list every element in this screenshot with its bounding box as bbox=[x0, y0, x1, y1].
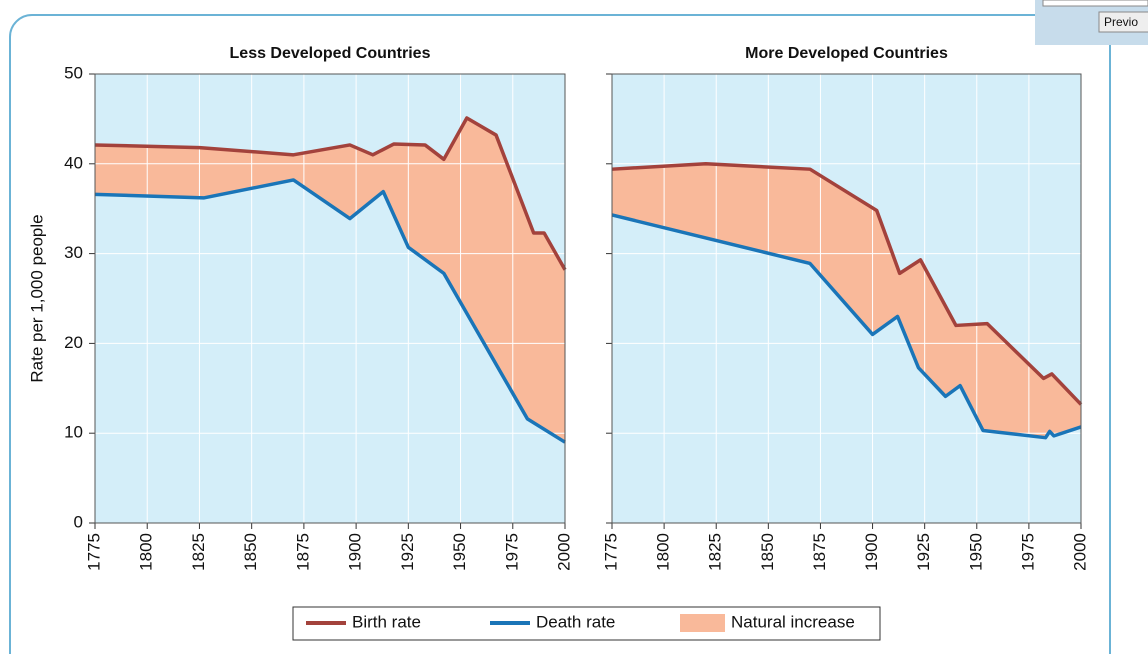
x-tick-label: 1975 bbox=[502, 533, 521, 571]
x-tick-label: 1875 bbox=[810, 533, 829, 571]
button-label: Previo bbox=[1104, 15, 1138, 29]
x-tick-label: 1900 bbox=[346, 533, 365, 571]
x-tick-label: 1800 bbox=[137, 533, 156, 571]
plot-border bbox=[94, 73, 566, 524]
natural-increase-area bbox=[95, 118, 565, 443]
legend bbox=[292, 606, 881, 641]
x-tick-label: 2000 bbox=[1070, 533, 1089, 571]
y-tick-label: 10 bbox=[64, 423, 83, 442]
series-line bbox=[94, 116, 567, 271]
x-tick-label: 1775 bbox=[84, 533, 103, 571]
previous-button[interactable] bbox=[1098, 11, 1148, 33]
x-tick-label: 1975 bbox=[1018, 533, 1037, 571]
x-tick-label: 1900 bbox=[862, 533, 881, 571]
legend-label: Birth rate bbox=[352, 612, 421, 631]
y-tick-label: 30 bbox=[64, 243, 83, 262]
x-tick-label: 1925 bbox=[398, 533, 417, 571]
x-tick-label: 1800 bbox=[654, 533, 673, 571]
legend-label: Death rate bbox=[536, 612, 615, 631]
input[interactable] bbox=[1042, 0, 1148, 7]
y-axis-label: Rate per 1,000 people bbox=[27, 214, 46, 382]
y-tick-label: 0 bbox=[74, 512, 83, 531]
x-tick-label: 1850 bbox=[241, 533, 260, 571]
y-tick-label: 50 bbox=[64, 63, 83, 82]
x-tick-label: 1925 bbox=[914, 533, 933, 571]
chart-title: More Developed Countries bbox=[745, 45, 948, 62]
x-tick-label: 1850 bbox=[758, 533, 777, 571]
series-line bbox=[94, 178, 566, 444]
x-tick-label: 1825 bbox=[189, 533, 208, 571]
chart-title: Less Developed Countries bbox=[230, 45, 431, 62]
natural-increase-area bbox=[612, 163, 1081, 438]
legend-label: Natural increase bbox=[731, 612, 855, 631]
x-tick-label: 1775 bbox=[601, 533, 620, 571]
series-line bbox=[611, 162, 1083, 406]
y-tick-label: 40 bbox=[64, 153, 83, 172]
legend-swatch bbox=[680, 614, 725, 632]
x-tick-label: 1950 bbox=[450, 533, 469, 571]
x-tick-label: 2000 bbox=[554, 533, 573, 571]
series-line bbox=[611, 213, 1082, 440]
plot-border bbox=[611, 73, 1082, 524]
x-tick-label: 1875 bbox=[293, 533, 312, 571]
x-tick-label: 1950 bbox=[966, 533, 985, 571]
y-tick-label: 20 bbox=[64, 333, 83, 352]
x-tick-label: 1825 bbox=[706, 533, 725, 571]
